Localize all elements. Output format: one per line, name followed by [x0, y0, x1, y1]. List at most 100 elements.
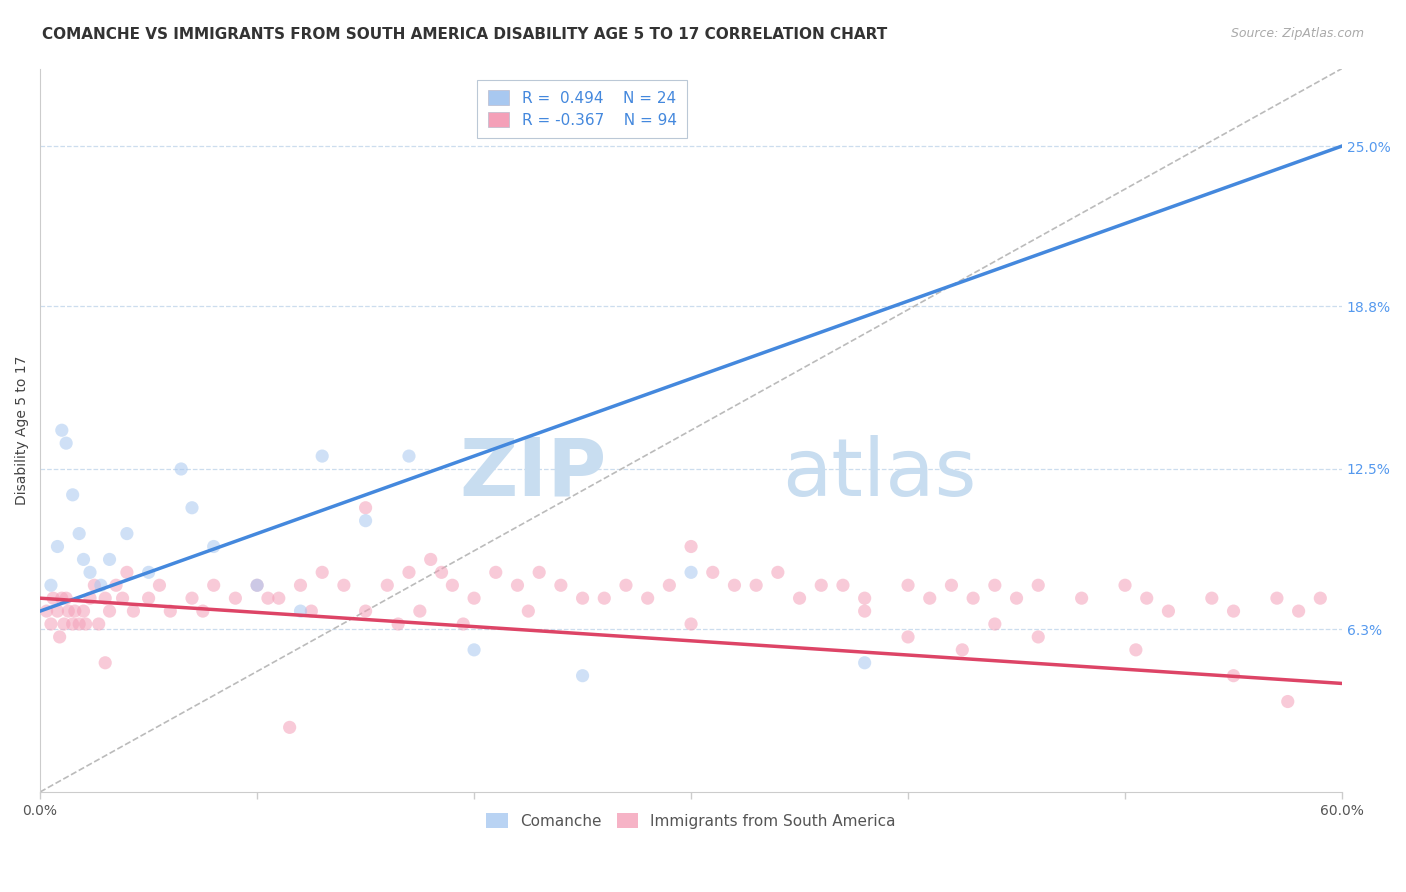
Point [463, 591, 485, 606]
Point [614, 578, 637, 592]
Point [463, 643, 485, 657]
Point [593, 591, 616, 606]
Point [723, 578, 745, 592]
Point [571, 591, 593, 606]
Point [1309, 591, 1331, 606]
Point [832, 578, 855, 592]
Point [39, 617, 62, 632]
Point [51, 423, 73, 437]
Point [527, 566, 550, 580]
Point [46, 540, 69, 554]
Point [267, 591, 290, 606]
Point [83, 578, 105, 592]
Point [1222, 604, 1244, 618]
Point [311, 566, 333, 580]
Point [485, 566, 508, 580]
Point [79, 566, 101, 580]
Point [148, 578, 170, 592]
Point [98, 552, 121, 566]
Point [962, 591, 984, 606]
Point [658, 578, 681, 592]
Point [1070, 591, 1092, 606]
Point [94, 591, 117, 606]
Point [398, 449, 420, 463]
Point [46, 604, 69, 618]
Point [48, 630, 70, 644]
Point [63, 604, 86, 618]
Point [745, 578, 768, 592]
Point [138, 566, 160, 580]
Point [853, 656, 876, 670]
Point [1157, 604, 1180, 618]
Point [409, 604, 432, 618]
Point [1222, 669, 1244, 683]
Point [181, 500, 204, 515]
Point [42, 591, 65, 606]
Point [430, 566, 453, 580]
Text: COMANCHE VS IMMIGRANTS FROM SOUTH AMERICA DISABILITY AGE 5 TO 17 CORRELATION CHA: COMANCHE VS IMMIGRANTS FROM SOUTH AMERIC… [42, 27, 887, 42]
Point [1026, 630, 1049, 644]
Point [853, 604, 876, 618]
Point [94, 656, 117, 670]
Point [333, 578, 356, 592]
Point [62, 617, 84, 632]
Point [441, 578, 464, 592]
Point [419, 552, 441, 566]
Point [506, 578, 529, 592]
Point [853, 591, 876, 606]
Point [39, 578, 62, 592]
Point [278, 720, 301, 734]
Point [398, 566, 420, 580]
Point [55, 591, 77, 606]
Point [354, 500, 377, 515]
Point [1277, 694, 1299, 708]
Point [354, 604, 377, 618]
Point [681, 617, 703, 632]
Y-axis label: Disability Age 5 to 17: Disability Age 5 to 17 [15, 356, 30, 505]
Point [257, 591, 280, 606]
Point [681, 540, 703, 554]
Point [299, 604, 322, 618]
Point [246, 578, 269, 592]
Point [950, 643, 973, 657]
Point [181, 591, 204, 606]
Point [387, 617, 409, 632]
Point [1265, 591, 1288, 606]
Point [702, 566, 724, 580]
Point [897, 630, 920, 644]
Point [115, 526, 138, 541]
Text: Source: ZipAtlas.com: Source: ZipAtlas.com [1230, 27, 1364, 40]
Point [984, 617, 1007, 632]
Point [681, 566, 703, 580]
Point [53, 617, 76, 632]
Point [55, 436, 77, 450]
Point [51, 591, 73, 606]
Point [941, 578, 963, 592]
Point [1125, 643, 1147, 657]
Point [191, 604, 214, 618]
Point [35, 604, 58, 618]
Point [67, 526, 90, 541]
Point [90, 578, 112, 592]
Point [1026, 578, 1049, 592]
Point [1288, 604, 1310, 618]
Point [766, 566, 789, 580]
Point [67, 617, 90, 632]
Point [246, 578, 269, 592]
Point [75, 617, 97, 632]
Point [58, 604, 80, 618]
Point [105, 578, 128, 592]
Point [290, 578, 312, 592]
Point [62, 488, 84, 502]
Point [1114, 578, 1136, 592]
Point [354, 514, 377, 528]
Point [290, 604, 312, 618]
Point [984, 578, 1007, 592]
Point [451, 617, 474, 632]
Legend: Comanche, Immigrants from South America: Comanche, Immigrants from South America [481, 807, 901, 835]
Point [79, 591, 101, 606]
Point [789, 591, 811, 606]
Point [72, 552, 94, 566]
Point [571, 669, 593, 683]
Point [98, 604, 121, 618]
